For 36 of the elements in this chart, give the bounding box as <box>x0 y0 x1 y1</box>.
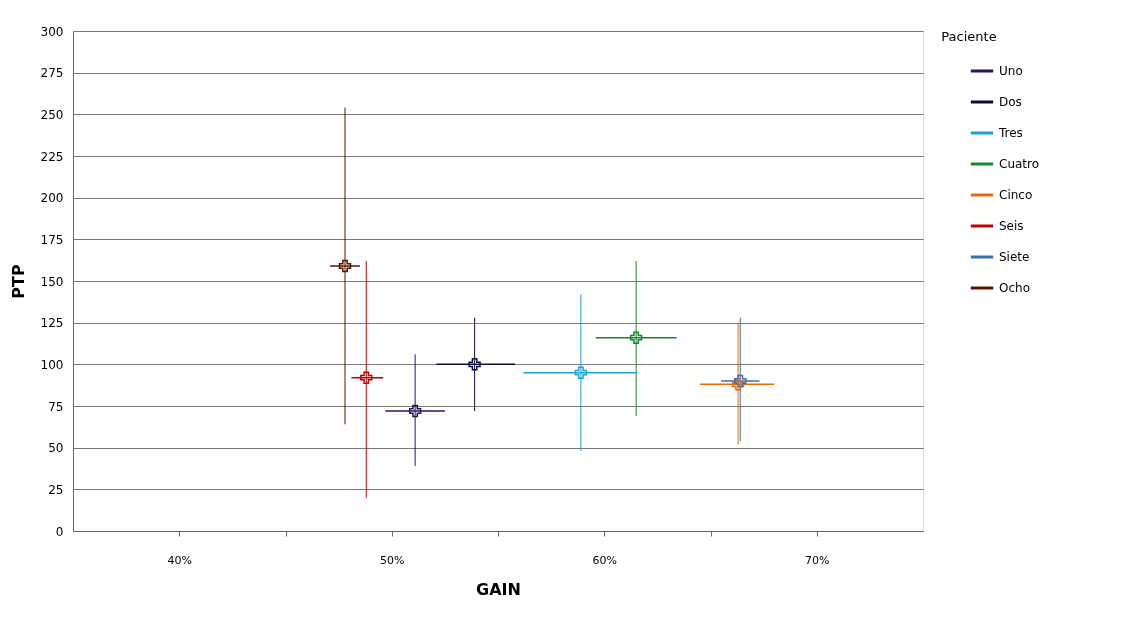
legend-label: Cinco <box>999 188 1033 202</box>
y-tick-label: 150 <box>40 274 64 289</box>
x-tick-label: 70% <box>805 553 830 567</box>
legend-label: Tres <box>998 126 1023 140</box>
legend-label: Dos <box>999 95 1022 109</box>
y-tick-label: 75 <box>48 399 64 414</box>
legend-label: Uno <box>999 64 1023 78</box>
y-tick-label: 0 <box>55 524 64 539</box>
y-tick-label: 175 <box>40 232 64 247</box>
point <box>574 366 588 379</box>
y-tick-label: 225 <box>40 149 64 164</box>
y-tick-label: 200 <box>40 191 64 206</box>
point <box>338 259 352 273</box>
point <box>731 378 745 391</box>
y-tick-label: 100 <box>40 357 64 372</box>
x-tick-label: 50% <box>380 553 405 567</box>
point <box>629 331 643 344</box>
x-tick-label: 60% <box>592 553 617 567</box>
y-tick-label: 125 <box>40 316 64 331</box>
y-tick-label: 50 <box>48 441 64 456</box>
point <box>408 404 422 418</box>
x-axis-title: GAIN <box>476 579 521 599</box>
legend-label: Siete <box>999 250 1030 264</box>
point <box>360 371 373 384</box>
legend-label: Cuatro <box>999 157 1040 171</box>
y-tick-label: 300 <box>40 24 64 39</box>
x-tick-label: 40% <box>167 553 192 567</box>
legend-label: Ocho <box>999 281 1030 295</box>
point <box>734 374 747 388</box>
legend-title: Paciente <box>941 29 997 44</box>
y-tick-label: 250 <box>40 107 64 122</box>
y-axis-title: PTP <box>8 264 28 299</box>
y-tick-label: 25 <box>48 482 64 497</box>
y-tick-label: 275 <box>40 66 64 81</box>
point <box>468 358 481 371</box>
legend-label: Seis <box>999 219 1024 233</box>
